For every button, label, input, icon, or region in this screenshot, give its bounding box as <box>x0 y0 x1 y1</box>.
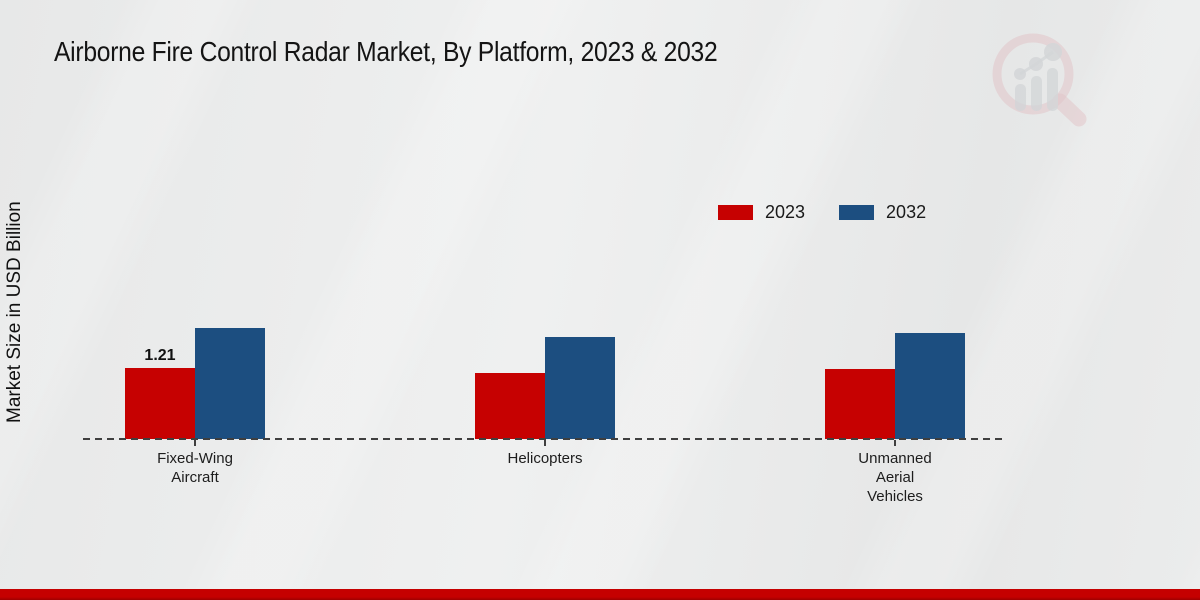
brand-logo-watermark <box>985 28 1095 133</box>
legend-label-2023: 2023 <box>765 202 806 222</box>
legend-item-2032: 2032 <box>839 202 926 223</box>
x-axis-baseline <box>83 438 1007 440</box>
axis-tick <box>894 440 896 446</box>
footer-accent-bar <box>0 589 1200 600</box>
legend-swatch-2032 <box>839 205 875 220</box>
legend-label-2032: 2032 <box>886 202 927 222</box>
category-label: Unmanned Aerial Vehicles <box>858 450 932 505</box>
bar-2023-category-2 <box>825 369 895 439</box>
chart-title: Airborne Fire Control Radar Market, By P… <box>54 36 718 67</box>
bar-2023-category-1 <box>475 373 545 439</box>
bar-2032-category-2 <box>895 333 965 439</box>
magnifier-bar-chart-icon <box>992 33 1087 127</box>
bar-2032-category-0 <box>195 328 265 439</box>
bar-value-label: 1.21 <box>144 347 176 364</box>
legend: 2023 2032 <box>718 202 926 223</box>
axis-tick <box>544 440 546 446</box>
legend-item-2023: 2023 <box>718 202 805 223</box>
axis-tick <box>194 440 196 446</box>
legend-swatch-2023 <box>718 205 753 220</box>
bar-2023-category-0 <box>125 368 195 439</box>
category-label: Fixed-Wing Aircraft <box>157 450 233 486</box>
bar-2032-category-1 <box>545 337 615 439</box>
category-label: Helicopters <box>507 450 583 467</box>
